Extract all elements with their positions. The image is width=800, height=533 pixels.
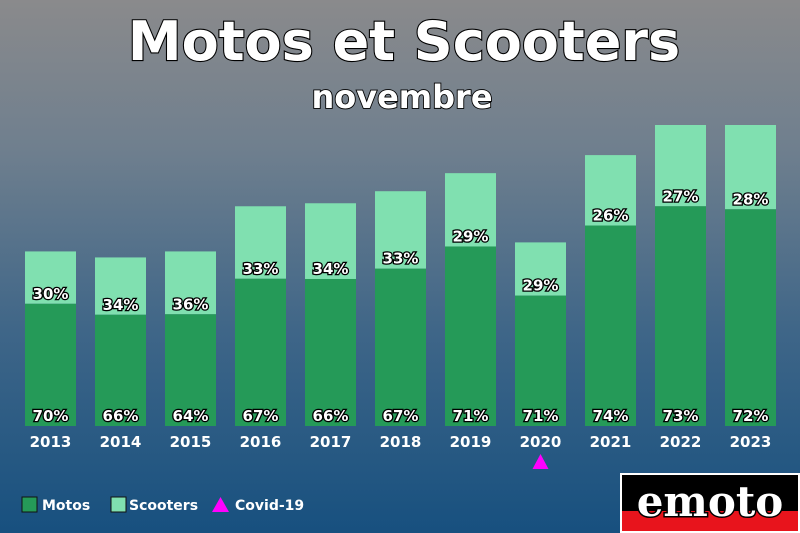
legend-label-scooters: Scooters: [129, 498, 198, 514]
chart-title: Motos et Scooters: [128, 10, 680, 73]
x-tick-2019: 2019: [450, 433, 492, 451]
emoto-logo: emoto: [620, 473, 800, 533]
chart-subtitle: novembre: [311, 78, 492, 116]
legend: Motos Scooters Covid-19: [21, 496, 304, 514]
bar-scooters-2013: [25, 251, 76, 304]
label-motos-2020: 71%: [523, 407, 559, 425]
covid-triangle-icon: [532, 454, 549, 469]
bar-motos-2013: [25, 303, 76, 426]
label-motos-2018: 67%: [383, 407, 419, 425]
label-scooters-2020: 29%: [523, 277, 559, 295]
label-scooters-2023: 28%: [733, 190, 769, 208]
x-tick-2013: 2013: [30, 433, 72, 451]
bar-motos-2022: [655, 206, 706, 426]
bar-scooters-2014: [95, 257, 146, 315]
bar-motos-2018: [375, 268, 426, 426]
x-tick-2016: 2016: [240, 433, 282, 451]
x-tick-2018: 2018: [380, 433, 422, 451]
x-tick-2021: 2021: [590, 433, 632, 451]
x-tick-2022: 2022: [660, 433, 702, 451]
logo-black-band: [622, 475, 798, 511]
x-tick-2014: 2014: [100, 433, 142, 451]
label-scooters-2015: 36%: [173, 295, 209, 313]
x-tick-2017: 2017: [310, 433, 352, 451]
label-scooters-2014: 34%: [103, 296, 139, 314]
bar-motos-2019: [445, 246, 496, 426]
bar-scooters-2021: [585, 155, 636, 226]
legend-triangle-icon: [212, 497, 229, 512]
bar-motos-2017: [305, 278, 356, 426]
x-tick-2023: 2023: [730, 433, 772, 451]
x-tick-2020: 2020: [520, 433, 562, 451]
label-motos-2019: 71%: [453, 407, 489, 425]
label-motos-2021: 74%: [593, 407, 629, 425]
logo-text: emoto: [637, 477, 784, 526]
label-motos-2016: 67%: [243, 407, 279, 425]
label-scooters-2018: 33%: [383, 250, 419, 268]
label-scooters-2017: 34%: [313, 260, 349, 278]
bar-scooters-2023: [725, 125, 776, 210]
bar-motos-2023: [725, 209, 776, 426]
legend-swatch-scooters: [110, 496, 127, 513]
bar-motos-2014: [95, 314, 146, 426]
label-scooters-2016: 33%: [243, 260, 279, 278]
legend-label-covid: Covid-19: [235, 498, 304, 514]
bar-motos-2021: [585, 225, 636, 426]
label-motos-2023: 72%: [733, 407, 769, 425]
label-scooters-2021: 26%: [593, 207, 629, 225]
legend-swatch-motos: [21, 496, 38, 513]
bar-scooters-2022: [655, 125, 706, 207]
label-motos-2014: 66%: [103, 407, 139, 425]
bar-scooters-2020: [515, 242, 566, 296]
bar-motos-2016: [235, 278, 286, 426]
bar-motos-2015: [165, 314, 216, 426]
bar-scooters-2017: [305, 203, 356, 279]
label-motos-2013: 70%: [33, 407, 69, 425]
legend-label-motos: Motos: [42, 498, 90, 514]
labels-group: 70% 30% 66% 34% 64% 36% 67% 33% 66% 34% 67% 33% 71% 2…: [31, 186, 770, 426]
x-axis: 2013 2014 2015 2016 2017 2018 2019 2020 2021 2022…: [30, 433, 772, 451]
bar-scooters-2018: [375, 191, 426, 269]
bar-motos-2020: [515, 295, 566, 426]
bars-group: [25, 125, 776, 426]
bar-scooters-2019: [445, 173, 496, 247]
annotations-group: [532, 454, 549, 469]
logo-red-band: [622, 511, 798, 531]
label-scooters-2019: 29%: [453, 227, 489, 245]
label-motos-2022: 73%: [663, 407, 699, 425]
label-scooters-2013: 30%: [33, 285, 69, 303]
x-tick-2015: 2015: [170, 433, 212, 451]
label-motos-2017: 66%: [313, 407, 349, 425]
label-scooters-2022: 27%: [663, 187, 699, 205]
label-motos-2015: 64%: [173, 407, 209, 425]
bar-scooters-2016: [235, 206, 286, 279]
bar-scooters-2015: [165, 251, 216, 315]
